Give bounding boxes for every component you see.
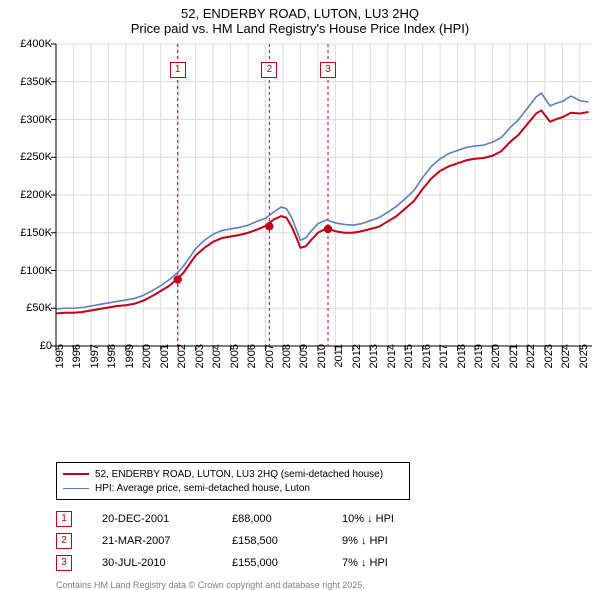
x-tick-label: 2002 [176, 344, 188, 384]
legend-label: 52, ENDERBY ROAD, LUTON, LU3 2HQ (semi-d… [95, 469, 383, 480]
x-tick-label: 2019 [473, 344, 485, 384]
sale-price: £158,500 [232, 535, 342, 547]
sale-date: 30-JUL-2010 [102, 557, 232, 569]
sale-diff: 10% ↓ HPI [342, 513, 452, 525]
sale-diff: 9% ↓ HPI [342, 535, 452, 547]
x-tick-label: 2024 [560, 344, 572, 384]
sale-price: £155,000 [232, 557, 342, 569]
x-tick-label: 2000 [141, 344, 153, 384]
legend-label: HPI: Average price, semi-detached house,… [95, 483, 310, 494]
sales-table: 1 20-DEC-2001 £88,000 10% ↓ HPI 2 21-MAR… [56, 508, 600, 574]
title-address: 52, ENDERBY ROAD, LUTON, LU3 2HQ [0, 0, 600, 21]
table-row: 2 21-MAR-2007 £158,500 9% ↓ HPI [56, 530, 600, 552]
chart-title: 52, ENDERBY ROAD, LUTON, LU3 2HQ Price p… [0, 0, 600, 40]
legend-item-price-paid: 52, ENDERBY ROAD, LUTON, LU3 2HQ (semi-d… [63, 467, 403, 481]
legend-swatch [63, 488, 89, 489]
x-tick-label: 2007 [264, 344, 276, 384]
title-subtitle: Price paid vs. HM Land Registry's House … [0, 21, 600, 40]
sale-price: £88,000 [232, 513, 342, 525]
chart-area: £0 £50K £100K £150K £200K £250K £300K £350K £400… [0, 40, 600, 410]
legend-item-hpi: HPI: Average price, semi-detached house,… [63, 481, 403, 495]
y-tick-label: £0 [40, 340, 52, 352]
footer-attribution: Contains HM Land Registry data © Crown c… [56, 580, 600, 590]
x-tick-label: 2010 [316, 344, 328, 384]
y-tick-label: £250K [20, 151, 52, 163]
sale-marker-annotation: 1 [170, 62, 186, 78]
x-tick-label: 2001 [159, 344, 171, 384]
x-tick-label: 2009 [298, 344, 310, 384]
sale-marker-box: 1 [56, 511, 72, 527]
sale-marker-annotation: 2 [261, 62, 277, 78]
sale-diff: 7% ↓ HPI [342, 557, 452, 569]
sale-marker-box: 3 [56, 555, 72, 571]
y-tick-label: £100K [20, 265, 52, 277]
x-tick-label: 1997 [89, 344, 101, 384]
x-tick-label: 2020 [490, 344, 502, 384]
x-tick-label: 2021 [508, 344, 520, 384]
footer-line: Contains HM Land Registry data © Crown c… [56, 580, 600, 590]
legend-swatch [63, 473, 89, 475]
x-tick-label: 2012 [351, 344, 363, 384]
sale-marker-box: 2 [56, 533, 72, 549]
x-tick-label: 2017 [438, 344, 450, 384]
x-tick-label: 2018 [456, 344, 468, 384]
x-tick-label: 2008 [281, 344, 293, 384]
x-tick-label: 2022 [525, 344, 537, 384]
legend-box: 52, ENDERBY ROAD, LUTON, LU3 2HQ (semi-d… [56, 462, 410, 500]
x-tick-label: 1999 [124, 344, 136, 384]
y-tick-label: £300K [20, 114, 52, 126]
table-row: 1 20-DEC-2001 £88,000 10% ↓ HPI [56, 508, 600, 530]
x-tick-label: 2016 [421, 344, 433, 384]
x-tick-label: 2014 [386, 344, 398, 384]
x-tick-label: 2003 [194, 344, 206, 384]
x-tick-label: 2015 [403, 344, 415, 384]
x-tick-label: 2023 [543, 344, 555, 384]
sale-date: 21-MAR-2007 [102, 535, 232, 547]
x-tick-label: 2011 [333, 344, 345, 384]
sale-marker-annotation: 3 [320, 62, 336, 78]
table-row: 3 30-JUL-2010 £155,000 7% ↓ HPI [56, 552, 600, 574]
x-tick-label: 1995 [54, 344, 66, 384]
y-tick-label: £200K [20, 189, 52, 201]
x-tick-label: 2013 [368, 344, 380, 384]
sale-date: 20-DEC-2001 [102, 513, 232, 525]
y-tick-label: £150K [20, 227, 52, 239]
y-tick-label: £50K [26, 302, 52, 314]
x-tick-label: 2005 [229, 344, 241, 384]
x-tick-label: 2006 [246, 344, 258, 384]
x-tick-label: 1998 [106, 344, 118, 384]
y-tick-label: £400K [20, 38, 52, 50]
x-tick-label: 2025 [578, 344, 590, 384]
x-tick-label: 1996 [71, 344, 83, 384]
y-tick-label: £350K [20, 76, 52, 88]
x-tick-label: 2004 [211, 344, 223, 384]
